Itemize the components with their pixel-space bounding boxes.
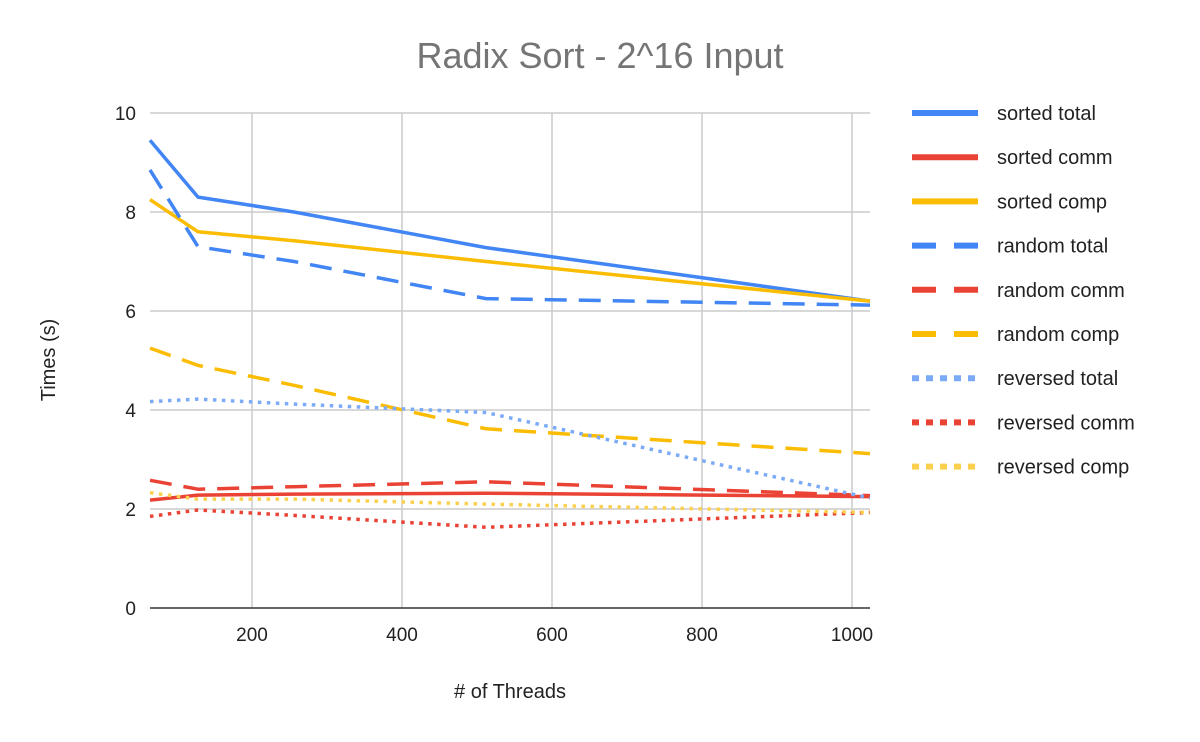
legend-label: sorted comm — [997, 147, 1113, 169]
legend: sorted total sorted comm sorted comp random… — [912, 103, 1135, 479]
series-line-random-comm — [149, 478, 871, 498]
chart-title: Radix Sort - 2^16 Input — [416, 35, 783, 76]
series-line-random-total — [148, 168, 871, 307]
y-tick-label: 2 — [125, 500, 136, 521]
legend-label: random comp — [997, 324, 1119, 346]
series-line-sorted-comm — [149, 491, 871, 502]
series-line-random-comp — [149, 346, 871, 456]
legend-label: reversed total — [997, 368, 1118, 390]
x-tick-label: 600 — [536, 625, 568, 646]
y-tick-label: 10 — [115, 104, 136, 125]
series-line-reversed-total — [149, 397, 871, 500]
series-line-sorted-comp — [149, 198, 871, 303]
x-tick-label: 1000 — [831, 625, 873, 646]
y-tick-label: 0 — [125, 599, 136, 620]
legend-label: random comm — [997, 280, 1125, 302]
legend-label: reversed comp — [997, 457, 1129, 479]
x-tick-label: 800 — [686, 625, 718, 646]
axes: 0 2 4 6 8 10 200 400 600 800 1000 — [115, 104, 873, 646]
x-axis-title: # of Threads — [454, 681, 566, 703]
y-axis-title: Times (s) — [38, 319, 60, 402]
y-tick-label: 8 — [125, 203, 136, 224]
y-tick-label: 4 — [125, 401, 136, 422]
gridlines — [150, 112, 870, 608]
series-line-sorted-total — [148, 139, 871, 303]
series-line-reversed-comp — [149, 490, 871, 515]
series-lines — [148, 139, 871, 530]
x-tick-label: 400 — [386, 625, 418, 646]
legend-label: sorted comp — [997, 191, 1107, 213]
y-tick-label: 6 — [125, 302, 136, 323]
legend-label: reversed comm — [997, 412, 1135, 434]
legend-label: random total — [997, 236, 1108, 258]
series-line-reversed-comm — [149, 508, 871, 530]
legend-label: sorted total — [997, 103, 1096, 125]
x-tick-label: 200 — [236, 625, 268, 646]
